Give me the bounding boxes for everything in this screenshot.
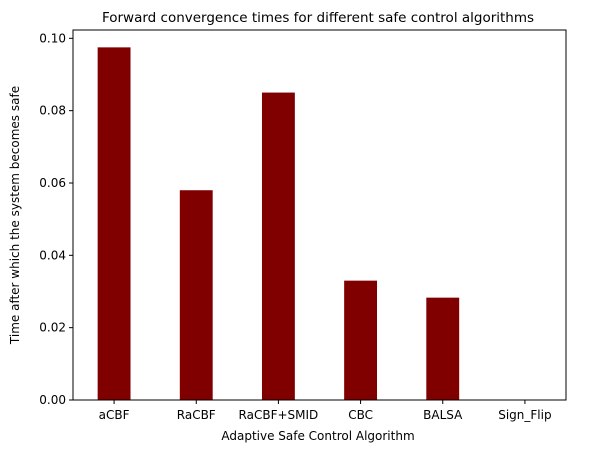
- x-tick-label: Sign_Flip: [498, 408, 551, 422]
- x-tick-label: CBC: [348, 408, 373, 422]
- y-tick-label: 0.06: [39, 176, 66, 190]
- y-tick-label: 0.00: [39, 393, 66, 407]
- y-tick-label: 0.02: [39, 321, 66, 335]
- x-tick-label: aCBF: [99, 408, 130, 422]
- plot-frame: [72, 29, 567, 401]
- y-tick-label: 0.04: [39, 248, 66, 262]
- y-axis: 0.00 0.02 0.04 0.06 0.08 0.10: [39, 31, 73, 407]
- bar-balsa: [426, 297, 460, 400]
- x-axis: aCBF RaCBF RaCBF+SMID CBC BALSA Sign_Flip: [99, 400, 552, 422]
- bar-cbc: [344, 280, 378, 400]
- y-tick-label: 0.10: [39, 31, 66, 45]
- x-tick-label: BALSA: [423, 408, 463, 422]
- x-tick-label: RaCBF: [177, 408, 216, 422]
- bar-racbf-smid: [261, 92, 295, 401]
- bar-racbf: [179, 190, 213, 400]
- bar-acbf: [97, 47, 131, 400]
- chart-title: Forward convergence times for different …: [102, 10, 534, 26]
- x-axis-label: Adaptive Safe Control Algorithm: [221, 429, 414, 443]
- bars-layer: [97, 47, 460, 401]
- y-tick-label: 0.08: [39, 104, 66, 118]
- x-tick-label: RaCBF+SMID: [239, 408, 319, 422]
- y-axis-label: Time after which the system becomes safe: [8, 86, 22, 345]
